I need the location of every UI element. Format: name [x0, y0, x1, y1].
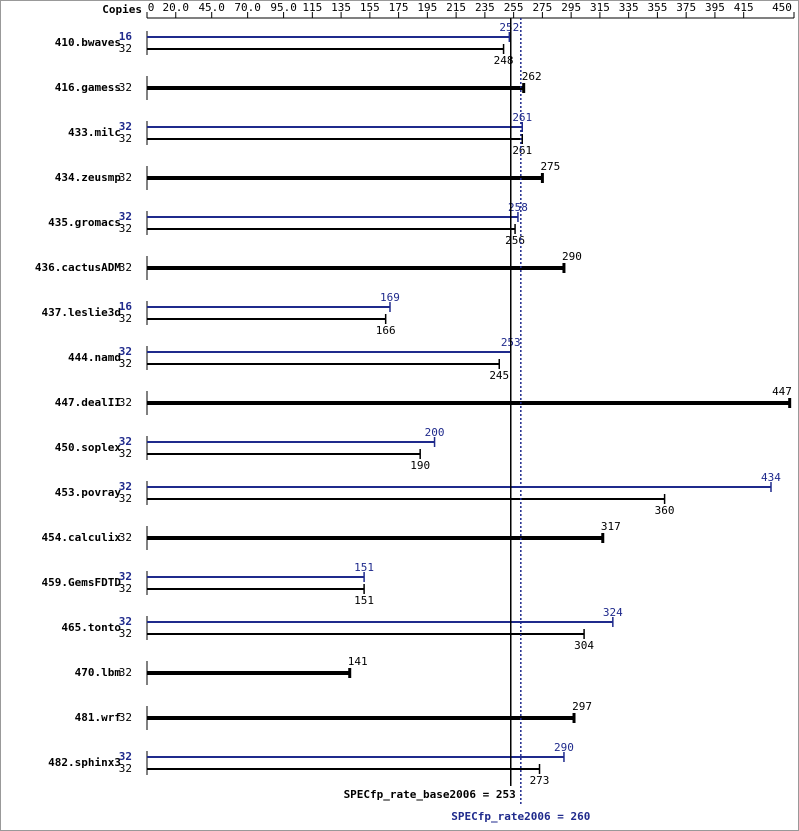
value-label: 258 — [508, 201, 528, 214]
value-label: 200 — [425, 426, 445, 439]
copies-label: 32 — [119, 357, 132, 370]
value-label: 141 — [348, 655, 368, 668]
copies-label: 32 — [119, 492, 132, 505]
axis-label: Copies — [102, 3, 142, 16]
x-tick-label: 115 — [302, 1, 322, 14]
x-tick-label: 235 — [475, 1, 495, 14]
copies-label: 32 — [119, 120, 132, 133]
value-label: 324 — [603, 606, 623, 619]
x-tick-label: 155 — [360, 1, 380, 14]
x-tick-label: 0 — [148, 1, 155, 14]
copies-label: 32 — [119, 750, 132, 763]
category-label: 447.dealII — [55, 396, 121, 409]
category-label: 470.lbm — [75, 666, 122, 679]
copies-label: 32 — [119, 132, 132, 145]
value-label: 275 — [540, 160, 560, 173]
x-tick-label: 335 — [619, 1, 639, 14]
copies-label: 32 — [119, 81, 132, 94]
category-label: 434.zeusmp — [55, 171, 122, 184]
category-label: 436.cactusADM — [35, 261, 121, 274]
category-label: 444.namd — [68, 351, 121, 364]
value-label: 169 — [380, 291, 400, 304]
value-label: 317 — [601, 520, 621, 533]
value-label: 190 — [410, 459, 430, 472]
reference-label: SPECfp_rate_base2006 = 253 — [344, 788, 516, 801]
copies-label: 32 — [119, 762, 132, 775]
copies-label: 32 — [119, 666, 132, 679]
value-label: 290 — [562, 250, 582, 263]
category-label: 437.leslie3d — [42, 306, 121, 319]
x-tick-label: 135 — [331, 1, 351, 14]
x-tick-label: 375 — [676, 1, 696, 14]
x-tick-label: 450 — [772, 1, 792, 14]
category-label: 465.tonto — [61, 621, 121, 634]
value-label: 166 — [376, 324, 396, 337]
x-tick-label: 355 — [647, 1, 667, 14]
value-label: 447 — [772, 385, 792, 398]
value-label: 434 — [761, 471, 781, 484]
copies-label: 32 — [119, 531, 132, 544]
copies-label: 32 — [119, 312, 132, 325]
copies-label: 16 — [119, 30, 133, 43]
reference-label: SPECfp_rate2006 = 260 — [451, 810, 590, 823]
category-label: 416.gamess — [55, 81, 121, 94]
copies-label: 32 — [119, 582, 132, 595]
copies-label: 32 — [119, 570, 132, 583]
value-label: 256 — [505, 234, 525, 247]
value-label: 261 — [512, 144, 532, 157]
category-label: 481.wrf — [75, 711, 121, 724]
category-label: 433.milc — [68, 126, 121, 139]
copies-label: 32 — [119, 396, 132, 409]
category-label: 450.soplex — [55, 441, 122, 454]
x-tick-label: 175 — [389, 1, 409, 14]
copies-label: 32 — [119, 345, 132, 358]
copies-label: 32 — [119, 210, 132, 223]
x-tick-label: 275 — [532, 1, 552, 14]
value-label: 252 — [499, 21, 519, 34]
x-tick-label: 95.0 — [270, 1, 297, 14]
x-tick-label: 70.0 — [234, 1, 261, 14]
copies-label: 16 — [119, 300, 133, 313]
copies-label: 32 — [119, 627, 132, 640]
copies-label: 32 — [119, 711, 132, 724]
copies-label: 32 — [119, 261, 132, 274]
value-label: 151 — [354, 594, 374, 607]
value-label: 360 — [655, 504, 675, 517]
value-label: 262 — [522, 70, 542, 83]
copies-label: 32 — [119, 435, 132, 448]
copies-label: 32 — [119, 480, 132, 493]
x-tick-label: 20.0 — [163, 1, 190, 14]
x-tick-label: 295 — [561, 1, 581, 14]
x-tick-label: 315 — [590, 1, 610, 14]
copies-label: 32 — [119, 42, 132, 55]
value-label: 261 — [512, 111, 532, 124]
x-tick-label: 255 — [504, 1, 524, 14]
value-label: 248 — [494, 54, 514, 67]
copies-label: 32 — [119, 171, 132, 184]
value-label: 245 — [489, 369, 509, 382]
copies-label: 32 — [119, 447, 132, 460]
x-tick-label: 45.0 — [198, 1, 225, 14]
value-label: 290 — [554, 741, 574, 754]
x-tick-label: 415 — [734, 1, 754, 14]
category-label: 453.povray — [55, 486, 122, 499]
copies-label: 32 — [119, 222, 132, 235]
x-tick-label: 215 — [446, 1, 466, 14]
x-tick-label: 195 — [417, 1, 437, 14]
category-label: 482.sphinx3 — [48, 756, 121, 769]
copies-label: 32 — [119, 615, 132, 628]
category-label: 454.calculix — [42, 531, 122, 544]
value-label: 151 — [354, 561, 374, 574]
category-label: 435.gromacs — [48, 216, 121, 229]
category-label: 459.GemsFDTD — [42, 576, 122, 589]
value-label: 304 — [574, 639, 594, 652]
value-label: 273 — [530, 774, 550, 787]
category-label: 410.bwaves — [55, 36, 121, 49]
x-tick-label: 395 — [705, 1, 725, 14]
value-label: 297 — [572, 700, 592, 713]
